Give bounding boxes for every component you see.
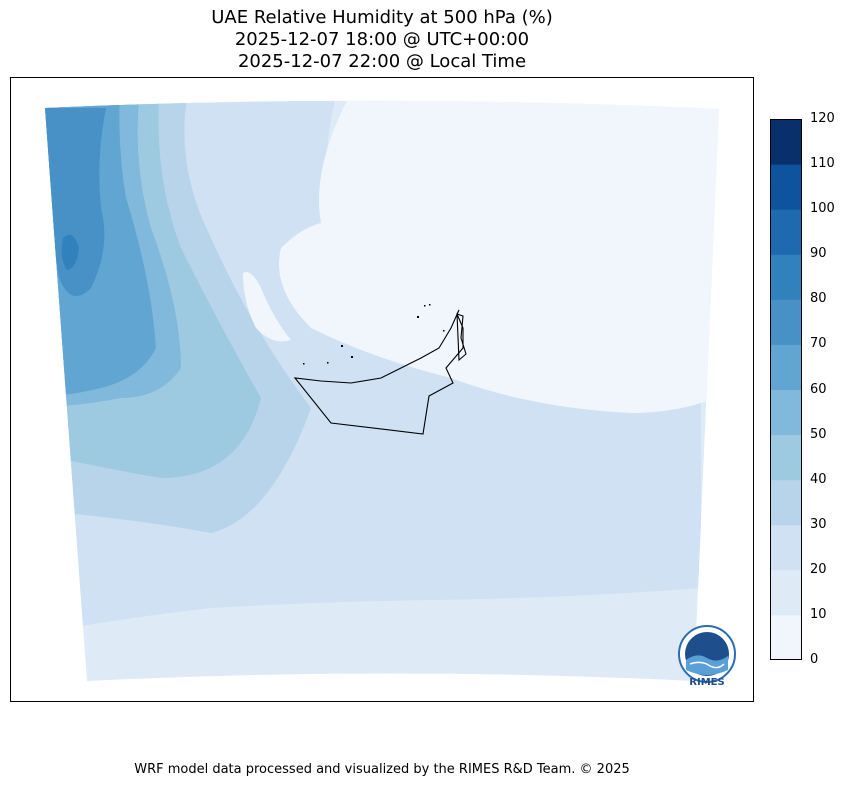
rimes-logo — [678, 625, 736, 683]
colorbar-segment — [770, 389, 802, 436]
utc-time: 2025-12-07 18:00 @ UTC+00:00 — [234, 29, 530, 50]
patch-20-30-east — [477, 440, 511, 488]
colorbar-segment — [770, 524, 802, 571]
colorbar-tick-label: 10 — [810, 606, 827, 622]
local-time: 2025-12-07 22:00 @ Local Time — [237, 51, 527, 72]
colorbar-segment — [770, 569, 802, 616]
colorbar-segment — [770, 164, 802, 210]
map-title: UAE Relative Humidity at 500 hPa (%) — [211, 7, 553, 28]
rimes-logo-text: RIMES — [689, 677, 725, 688]
band-0-10-tongue — [243, 272, 291, 342]
footer-credit: WRF model data processed and visualized … — [134, 762, 630, 777]
colorbar-tick-label: 60 — [810, 381, 827, 397]
colorbar-tick-label: 100 — [810, 201, 835, 217]
colorbar-tick-label: 40 — [810, 471, 827, 487]
colorbar-segment — [770, 344, 802, 390]
colorbar-tick-label: 120 — [810, 111, 835, 126]
colorbar-tick-label: 80 — [810, 291, 827, 307]
colorbar-tick-label: 30 — [810, 516, 827, 532]
colorbar-segment — [770, 119, 802, 165]
band-0-10 — [279, 100, 719, 413]
patch-20-30 — [371, 406, 441, 464]
colorbar-border — [770, 119, 802, 660]
colorbar-tick-label: 70 — [810, 336, 827, 352]
colorbar-tick-label: 110 — [810, 156, 835, 172]
colorbar-tick-label: 0 — [810, 652, 819, 667]
map-frame — [10, 77, 754, 702]
band-80-90 — [61, 234, 79, 270]
colorbar-tick-label: 90 — [810, 246, 827, 262]
uae-islands — [303, 304, 445, 365]
colorbar-segment — [770, 614, 802, 660]
uae-boundary — [293, 309, 467, 435]
colorbar-segment — [770, 479, 802, 526]
humidity-field — [45, 100, 719, 681]
colorbar-tick-label: 50 — [810, 426, 827, 442]
band-70-80 — [45, 108, 106, 296]
colorbar-segment — [770, 209, 802, 255]
colorbar — [770, 119, 802, 660]
colorbar-segment — [770, 434, 802, 481]
colorbar-segment — [770, 299, 802, 345]
colorbar-segment — [770, 254, 802, 300]
colorbar-tick-label: 20 — [810, 561, 827, 577]
